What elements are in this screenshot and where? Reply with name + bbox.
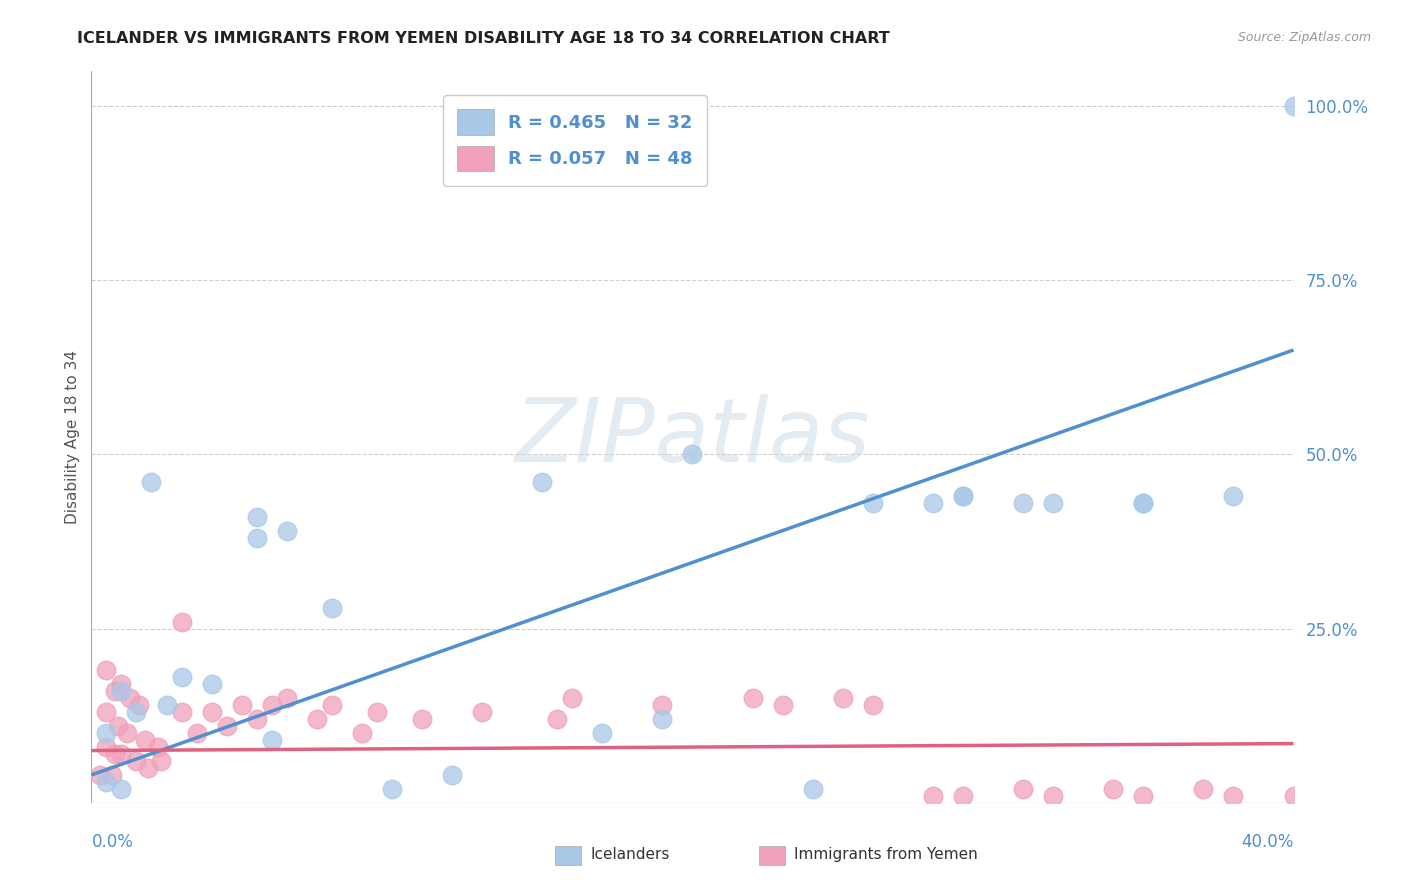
Point [366, 705, 388, 719]
Point [96, 740, 118, 755]
Point [260, 733, 283, 747]
Point [215, 719, 238, 733]
Point [107, 719, 129, 733]
Point [440, 768, 463, 782]
Point [531, 475, 554, 490]
Point [231, 698, 253, 713]
Point [1012, 496, 1035, 510]
Point [246, 531, 269, 545]
Point [89, 768, 111, 782]
Point [96, 726, 118, 740]
Point [591, 726, 613, 740]
Point [128, 698, 150, 713]
Point [101, 768, 124, 782]
Point [1042, 789, 1064, 803]
Point [96, 664, 118, 678]
Point [246, 712, 269, 726]
Point [1282, 99, 1305, 113]
Point [546, 712, 568, 726]
Point [276, 524, 298, 538]
Point [321, 698, 343, 713]
Point [741, 691, 763, 706]
Point [1132, 496, 1154, 510]
Point [681, 448, 703, 462]
Point [305, 712, 328, 726]
Point [155, 698, 177, 713]
Point [141, 475, 163, 490]
Point [110, 677, 132, 691]
Point [952, 789, 974, 803]
Point [952, 489, 974, 503]
Point [831, 691, 853, 706]
Point [411, 712, 433, 726]
Point [117, 726, 139, 740]
Y-axis label: Disability Age 18 to 34: Disability Age 18 to 34 [65, 350, 80, 524]
Text: Immigrants from Yemen: Immigrants from Yemen [794, 847, 979, 862]
Point [104, 747, 127, 761]
Point [276, 691, 298, 706]
Point [1102, 781, 1125, 796]
Point [146, 740, 169, 755]
Point [1012, 781, 1035, 796]
Point [321, 600, 343, 615]
Point [1042, 496, 1064, 510]
Point [1282, 789, 1305, 803]
Point [772, 698, 794, 713]
Point [170, 615, 193, 629]
Point [471, 705, 494, 719]
Point [96, 775, 118, 789]
Point [186, 726, 208, 740]
Point [1132, 496, 1154, 510]
Text: 0.0%: 0.0% [91, 833, 134, 851]
Point [1192, 781, 1215, 796]
Point [170, 705, 193, 719]
Point [125, 705, 148, 719]
Point [561, 691, 583, 706]
Point [134, 733, 156, 747]
Text: Icelanders: Icelanders [591, 847, 669, 862]
Point [952, 489, 974, 503]
Point [96, 705, 118, 719]
Point [149, 754, 172, 768]
Point [104, 684, 127, 698]
Point [651, 712, 673, 726]
Point [801, 781, 824, 796]
Point [110, 684, 132, 698]
Point [922, 496, 945, 510]
Point [201, 677, 224, 691]
Point [350, 726, 373, 740]
Point [201, 705, 224, 719]
Point [922, 789, 945, 803]
Point [110, 747, 132, 761]
Point [1222, 789, 1244, 803]
Point [120, 691, 142, 706]
Point [260, 698, 283, 713]
Text: ICELANDER VS IMMIGRANTS FROM YEMEN DISABILITY AGE 18 TO 34 CORRELATION CHART: ICELANDER VS IMMIGRANTS FROM YEMEN DISAB… [77, 31, 890, 46]
Point [1132, 789, 1154, 803]
Point [170, 670, 193, 684]
Point [138, 761, 160, 775]
Point [381, 781, 404, 796]
Point [651, 698, 673, 713]
Text: ZIPatlas: ZIPatlas [515, 394, 870, 480]
Text: 40.0%: 40.0% [1241, 833, 1294, 851]
Point [1222, 489, 1244, 503]
Point [246, 510, 269, 524]
Point [862, 698, 884, 713]
Point [110, 781, 132, 796]
Legend: R = 0.465   N = 32, R = 0.057   N = 48: R = 0.465 N = 32, R = 0.057 N = 48 [443, 95, 707, 186]
Point [125, 754, 148, 768]
Point [862, 496, 884, 510]
Text: Source: ZipAtlas.com: Source: ZipAtlas.com [1237, 31, 1371, 45]
